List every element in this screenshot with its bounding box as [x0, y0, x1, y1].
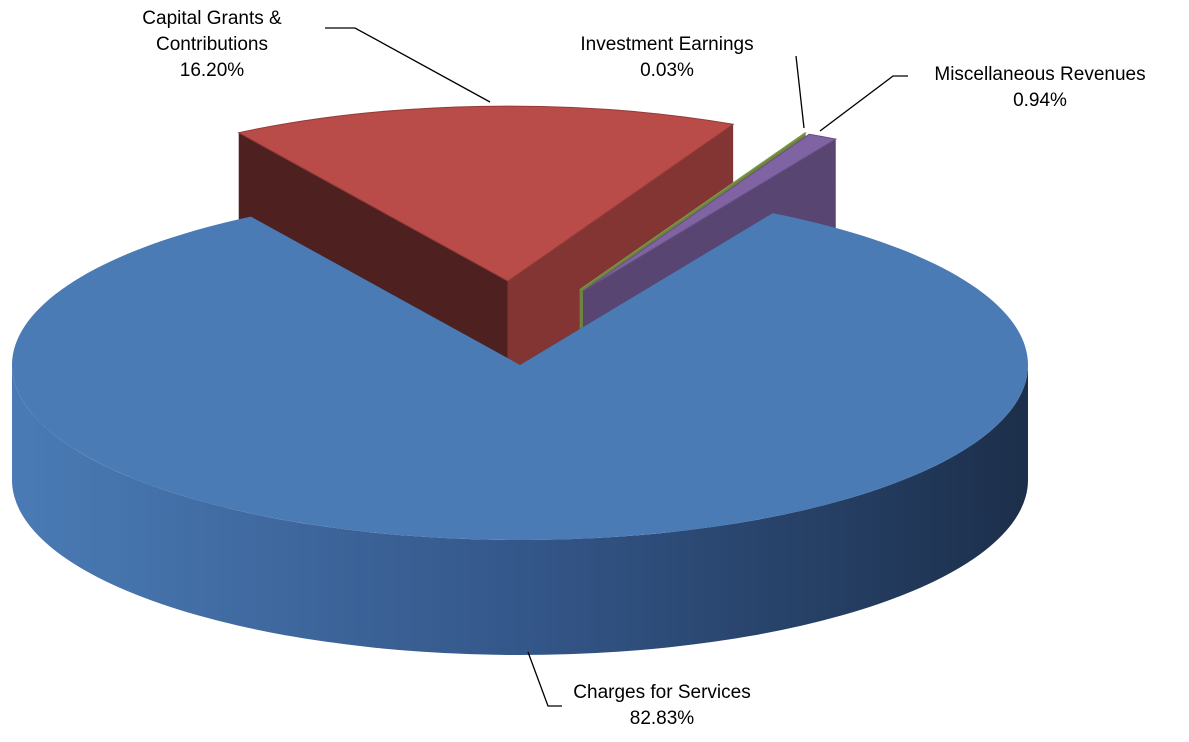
leader-line	[527, 651, 562, 707]
leader-line	[819, 75, 908, 132]
slice-label: Capital Grants & Contributions 16.20%	[117, 6, 307, 84]
value-label: 0.94%	[1013, 90, 1067, 111]
slice	[582, 133, 838, 292]
slice-label: Charges for Services 82.83%	[532, 680, 792, 732]
category-label: Charges for Services	[573, 682, 751, 703]
leader-line	[795, 55, 805, 129]
leader-line	[325, 27, 491, 103]
value-label: 82.83%	[629, 708, 695, 729]
slice	[579, 132, 807, 291]
slice-side-wall	[12, 365, 1028, 655]
slice-label: Investment Earnings 0.03%	[537, 32, 797, 84]
slice	[11, 213, 1028, 540]
category-label: Capital Grants & Contributions	[142, 8, 282, 55]
slice-label: Miscellaneous Revenues 0.94%	[890, 62, 1189, 114]
value-label: 16.20%	[179, 60, 245, 81]
slice-edge-wall	[507, 124, 734, 397]
slice	[237, 105, 735, 282]
value-label: 0.03%	[640, 60, 694, 81]
category-label: Investment Earnings	[580, 34, 754, 55]
category-label: Miscellaneous Revenues	[934, 64, 1146, 85]
